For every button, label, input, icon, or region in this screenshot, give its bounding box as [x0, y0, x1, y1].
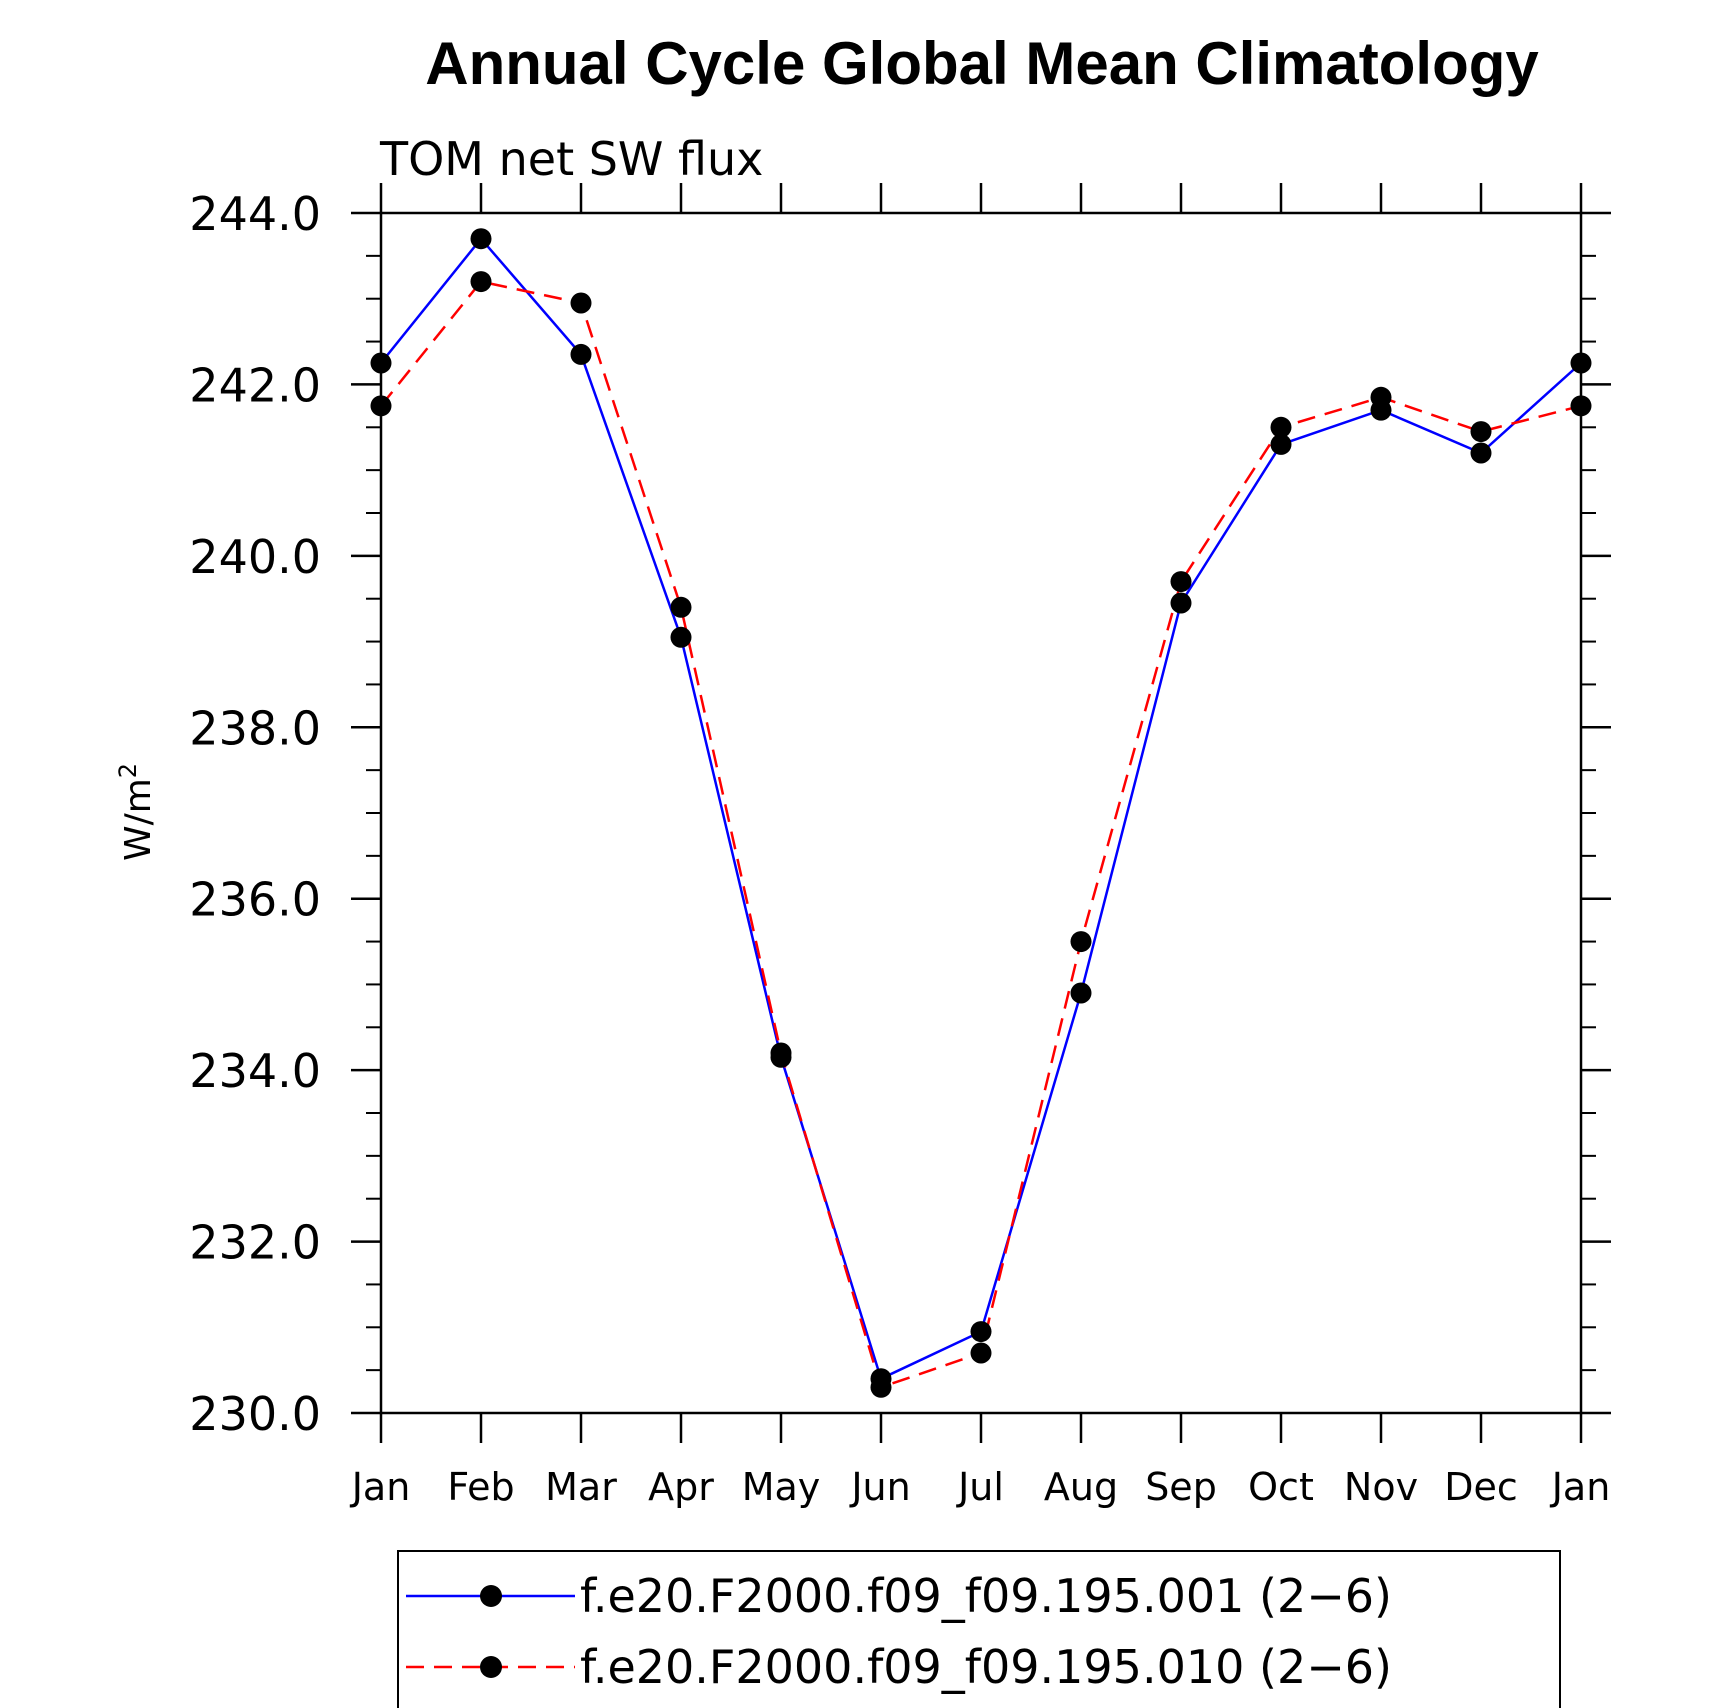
- series-1-point: [1070, 982, 1092, 1004]
- series-1-point: [570, 343, 592, 365]
- y-axis-title: W/m2: [114, 763, 159, 861]
- series-1-point: [1570, 352, 1592, 374]
- series-1-point: [1270, 433, 1292, 455]
- series-2-point: [770, 1042, 792, 1064]
- series-line-1: [380, 236, 1582, 1381]
- series-1-point: [1170, 592, 1192, 614]
- x-tick-label: Jun: [849, 1465, 910, 1509]
- series-2-point: [1270, 416, 1292, 438]
- x-tick-label: Jan: [350, 1465, 411, 1509]
- series-1-point: [670, 626, 692, 648]
- y-tick-label: 240.0: [189, 530, 321, 584]
- y-tick-label: 234.0: [189, 1044, 321, 1098]
- series-2-point: [670, 596, 692, 618]
- x-tick-label: Oct: [1248, 1465, 1314, 1509]
- y-tick-label: 230.0: [189, 1387, 321, 1441]
- series-1-point: [370, 352, 392, 374]
- x-tick-labels: Jan Feb Mar Apr May Jun Jul Aug Sep Oct Nov Dec Jan: [350, 1465, 1611, 1509]
- x-tick-label: May: [742, 1465, 821, 1509]
- series-2-point: [1070, 931, 1092, 953]
- y-tick-label: 236.0: [189, 873, 321, 927]
- series-2-point: [1570, 395, 1592, 417]
- x-tick-label: Apr: [648, 1465, 714, 1509]
- series-2-point: [870, 1376, 892, 1398]
- series-2-point: [1370, 386, 1392, 408]
- series-2-point: [970, 1342, 992, 1364]
- x-tick-label: Jan: [1550, 1465, 1611, 1509]
- series-2-point: [370, 395, 392, 417]
- series-line-2: [380, 280, 1582, 1389]
- x-tick-label: Sep: [1145, 1465, 1217, 1509]
- series-lines: [380, 236, 1582, 1389]
- y-tick-label: 242.0: [189, 358, 321, 412]
- y-axis-title-superscript: 2: [114, 763, 142, 778]
- x-tick-label: Nov: [1344, 1465, 1418, 1509]
- y-tick-labels: 230.0 232.0 234.0 236.0 238.0 240.0 242.0 244.0: [189, 187, 321, 1441]
- series-2-point: [1470, 421, 1492, 443]
- y-tick-label: 232.0: [189, 1216, 321, 1270]
- x-tick-label: Jul: [956, 1465, 1004, 1509]
- chart-title: Annual Cycle Global Mean Climatology: [425, 30, 1539, 97]
- series-2-point: [570, 292, 592, 314]
- y-tick-label: 238.0: [189, 701, 321, 755]
- x-tick-label: Aug: [1044, 1465, 1118, 1509]
- legend-label-2: f.e20.F2000.f09_f09.195.010 (2−6): [580, 1640, 1392, 1694]
- legend-box: [397, 1550, 1561, 1708]
- legend: f.e20.F2000.f09_f09.195.001 (2−6) f.e20.…: [397, 1550, 1561, 1708]
- series-1-point: [470, 228, 492, 250]
- x-tick-label: Mar: [545, 1465, 617, 1509]
- x-tick-label: Dec: [1444, 1465, 1518, 1509]
- axis-ticks: [351, 183, 1611, 1443]
- chart-subtitle: TOM net SW flux: [379, 132, 763, 186]
- series-markers: [370, 228, 1592, 1398]
- plot-frame: [379, 211, 1583, 1415]
- y-tick-label: 244.0: [189, 187, 321, 241]
- legend-label-1: f.e20.F2000.f09_f09.195.001 (2−6): [580, 1569, 1392, 1623]
- series-1-point: [1470, 442, 1492, 464]
- series-2-point: [1170, 571, 1192, 593]
- svg-text:W/m2: W/m2: [114, 763, 159, 861]
- legend-marker-2: [480, 1656, 502, 1678]
- x-tick-label: Feb: [447, 1465, 514, 1509]
- legend-marker-1: [480, 1585, 502, 1607]
- series-1-point: [970, 1321, 992, 1343]
- series-2-point: [470, 271, 492, 293]
- y-axis-title-base: W/m: [118, 778, 159, 861]
